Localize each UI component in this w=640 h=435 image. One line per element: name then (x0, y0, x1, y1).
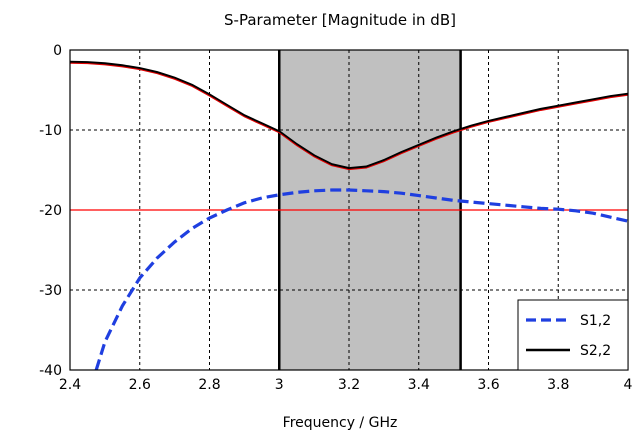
x-tick-label: 2.6 (129, 377, 151, 393)
x-tick-label: 4 (624, 377, 633, 393)
series-highlight-s2-2 (69, 62, 629, 171)
x-tick-label: 2.8 (198, 377, 220, 393)
x-axis-title: Frequency / GHz (283, 415, 398, 431)
series-line-s1-2 (94, 188, 629, 371)
legend-label-s1-2: S1,2 (580, 313, 611, 329)
x-tick-label: 3 (275, 377, 284, 393)
y-tick-label: -10 (39, 123, 62, 139)
plot-area: 2.4 2.6 2.8 3 3.2 3.4 3.6 3.8 4 0 -10 -20 -30 -40 S1,2… (39, 43, 632, 393)
y-tick-label: -40 (39, 363, 62, 379)
chart-title: S-Parameter [Magnitude in dB] (224, 11, 456, 29)
legend-label-s2-2: S2,2 (580, 343, 611, 359)
y-tick-label: -30 (39, 283, 62, 299)
legend-box (517, 299, 629, 371)
x-tick-label: 3.6 (477, 377, 499, 393)
x-tick-label: 2.4 (59, 377, 81, 393)
plot-frame (69, 49, 629, 371)
y-tick-label: -20 (39, 203, 62, 219)
y-tick-label: 0 (53, 43, 62, 59)
x-tick-label: 3.2 (338, 377, 360, 393)
x-tick-label: 3.4 (408, 377, 430, 393)
x-tick-label: 3.8 (547, 377, 569, 393)
series-line-s2-2 (69, 60, 629, 170)
